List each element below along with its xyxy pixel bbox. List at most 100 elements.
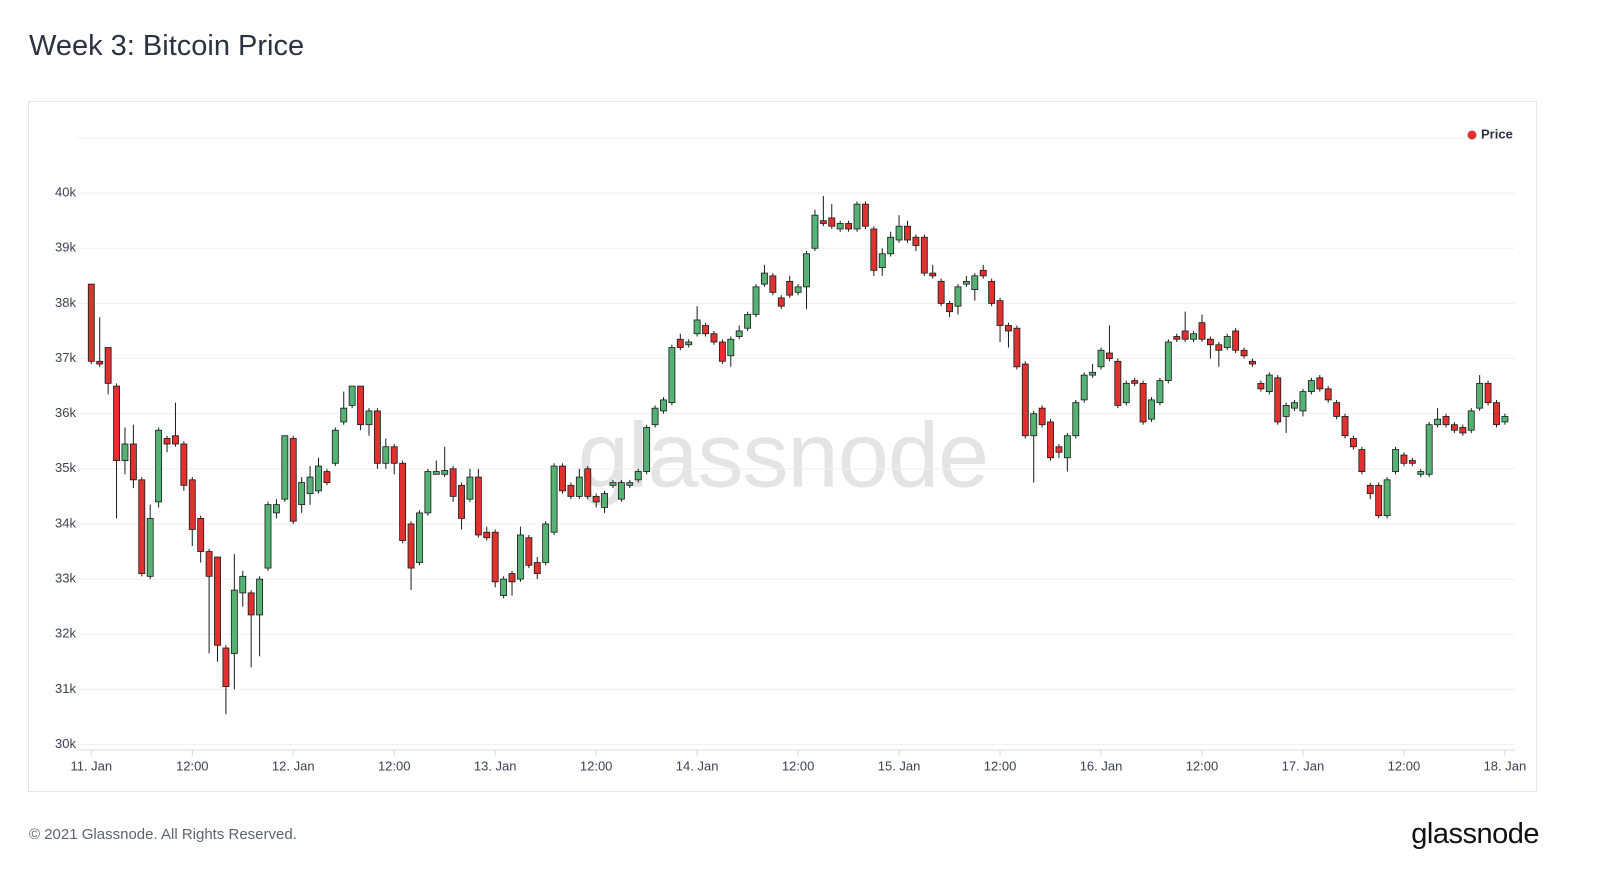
candle-body	[971, 275, 979, 291]
candle-body	[306, 476, 314, 495]
candle-body	[500, 578, 508, 597]
candle-body	[315, 465, 322, 492]
candle-body	[1063, 435, 1071, 459]
candle-body	[1114, 360, 1122, 406]
candle-body	[803, 253, 810, 288]
candle-body	[954, 286, 962, 307]
legend-marker	[1467, 130, 1477, 140]
candle-body	[1425, 424, 1433, 475]
candle-body	[819, 220, 827, 224]
candle-body	[1249, 360, 1256, 365]
candle-body	[786, 280, 794, 296]
x-tick-label: 12:00	[782, 758, 815, 773]
candle-body	[449, 468, 457, 497]
candle-body	[247, 592, 255, 616]
candle-body	[1434, 418, 1442, 426]
candle-body	[1350, 438, 1357, 448]
candle-body	[1122, 382, 1130, 404]
candle-body	[474, 476, 482, 536]
x-tick-label: 12:00	[580, 758, 613, 773]
candle-body	[870, 228, 878, 271]
candle-body	[138, 479, 146, 574]
candle-body	[1055, 446, 1063, 453]
candle-body	[214, 556, 221, 646]
candle-body	[87, 283, 95, 362]
candle-body	[601, 493, 609, 508]
candle-body	[1181, 330, 1189, 340]
candle-body	[1131, 380, 1139, 384]
candle-body	[937, 280, 945, 304]
candle-body	[1358, 449, 1366, 472]
candle-body	[853, 203, 861, 230]
y-tick-label: 37k	[55, 350, 76, 365]
candle-body	[1106, 352, 1113, 359]
candle-body	[1198, 322, 1206, 340]
candle-body	[912, 236, 920, 246]
candle-body	[96, 360, 104, 365]
candle-body	[104, 347, 112, 384]
logo: glassnode	[1411, 818, 1539, 850]
candle-body	[1392, 449, 1399, 472]
candle-body	[626, 482, 634, 486]
x-tick-label: 12. Jan	[272, 758, 315, 773]
candle-body	[567, 484, 575, 497]
candle-body	[205, 551, 213, 577]
candle-body	[113, 385, 120, 461]
candle-body	[1400, 454, 1408, 464]
x-tick-label: 12:00	[1186, 758, 1219, 773]
candle-body	[1501, 416, 1509, 423]
candle-body	[845, 223, 853, 230]
candle-body	[1013, 327, 1021, 368]
candle-body	[828, 217, 836, 227]
candle-body	[685, 341, 693, 346]
candle-body	[1324, 388, 1332, 401]
candle-body	[727, 338, 735, 357]
candle-body	[272, 504, 280, 514]
y-tick-label: 40k	[55, 185, 76, 200]
candle-body	[1459, 427, 1467, 434]
y-tick-label: 36k	[55, 405, 76, 420]
candle-body	[895, 225, 903, 241]
candle-body	[281, 435, 289, 500]
candle-body	[777, 297, 785, 307]
candle-body	[920, 236, 928, 274]
candle-body	[1206, 338, 1214, 346]
candle-body	[1080, 374, 1088, 401]
candle-body	[946, 303, 953, 313]
candle-body	[129, 443, 137, 481]
candle-body	[1139, 382, 1147, 423]
candle-body	[1257, 382, 1265, 390]
candle-body	[550, 465, 558, 533]
candle-body	[592, 495, 600, 503]
x-tick-label: 13. Jan	[474, 758, 517, 773]
candle-body	[996, 300, 1004, 326]
candle-body	[180, 443, 188, 486]
candle-body	[172, 435, 179, 445]
candle-body	[1047, 421, 1054, 459]
candle-body	[458, 484, 465, 519]
candle-body	[651, 407, 659, 426]
candle-body	[1291, 402, 1298, 409]
candle-body	[559, 465, 566, 492]
candle-body	[1383, 479, 1391, 517]
candle-body	[1282, 405, 1290, 417]
candle-body	[1089, 371, 1097, 376]
y-tick-label: 39k	[55, 240, 76, 255]
candle-body	[668, 347, 676, 404]
candle-body	[1442, 416, 1450, 426]
x-tick-label: 14. Jan	[676, 758, 719, 773]
candle-body	[357, 385, 364, 426]
candle-body	[1038, 407, 1046, 426]
candle-body	[1307, 380, 1315, 393]
candle-body	[1164, 341, 1172, 381]
candle-body	[466, 476, 474, 500]
candle-body	[289, 438, 297, 522]
candle-body	[575, 476, 583, 497]
candle-body	[1417, 471, 1425, 475]
candle-body	[1265, 374, 1273, 393]
candle-body	[230, 589, 238, 654]
chart-frame	[28, 101, 1537, 792]
candle-body	[264, 504, 272, 569]
candle-body	[929, 272, 937, 277]
